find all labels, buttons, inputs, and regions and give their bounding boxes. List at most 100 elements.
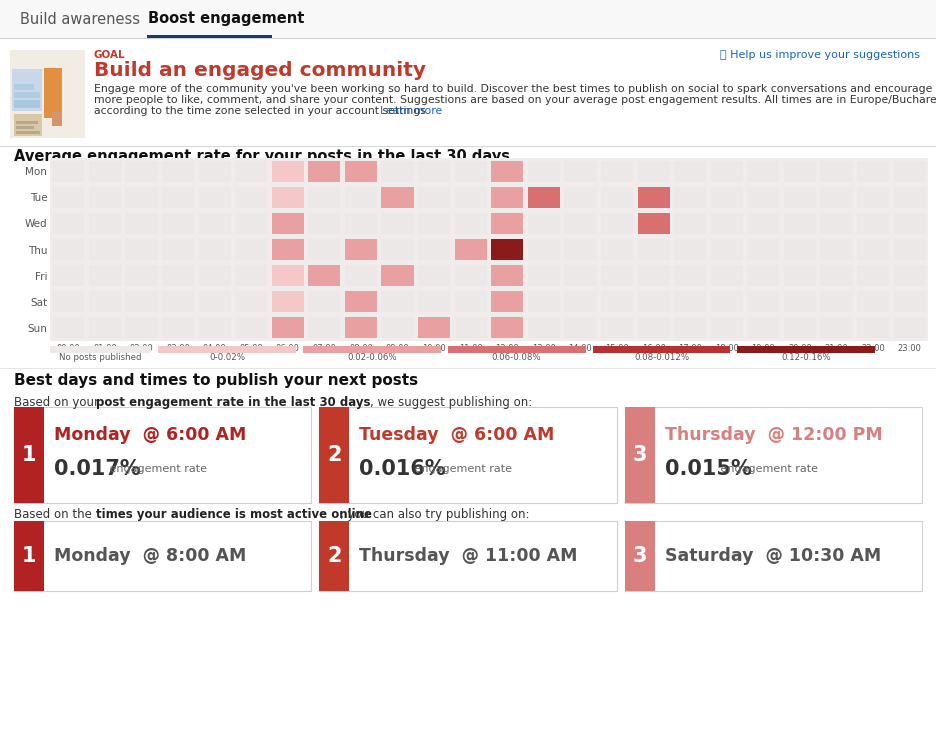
Text: Best days and times to publish your next posts: Best days and times to publish your next… bbox=[14, 373, 418, 388]
Bar bbox=[16, 126, 34, 129]
Text: 0.015%: 0.015% bbox=[665, 459, 752, 479]
Bar bbox=[14, 114, 42, 136]
Bar bbox=[14, 407, 312, 503]
Bar bbox=[14, 100, 40, 108]
Text: post engagement rate in the last 30 days: post engagement rate in the last 30 days bbox=[96, 396, 371, 409]
Text: Build awareness: Build awareness bbox=[20, 11, 140, 26]
Bar bbox=[235, 187, 268, 208]
Bar bbox=[158, 346, 296, 352]
Bar bbox=[564, 265, 596, 286]
Text: Tuesday  @ 6:00 AM: Tuesday @ 6:00 AM bbox=[359, 426, 555, 444]
Bar bbox=[455, 187, 487, 208]
Bar bbox=[637, 160, 670, 181]
Bar bbox=[624, 407, 922, 503]
Bar bbox=[52, 318, 84, 339]
Bar bbox=[592, 346, 730, 352]
Text: Engage more of the community you've been working so hard to build. Discover the : Engage more of the community you've been… bbox=[94, 84, 932, 94]
Bar bbox=[783, 291, 816, 312]
Bar bbox=[16, 131, 40, 134]
Bar bbox=[674, 265, 707, 286]
Bar bbox=[738, 346, 875, 352]
Text: 3: 3 bbox=[633, 445, 647, 465]
Bar bbox=[821, 291, 853, 312]
Text: Boost engagement: Boost engagement bbox=[148, 11, 304, 26]
Bar bbox=[344, 291, 377, 312]
Text: ❓ Help us improve your suggestions: ❓ Help us improve your suggestions bbox=[720, 50, 920, 60]
Bar bbox=[710, 265, 743, 286]
Bar bbox=[303, 346, 441, 352]
Bar bbox=[710, 160, 743, 181]
Bar bbox=[382, 318, 414, 339]
Bar bbox=[710, 291, 743, 312]
Bar bbox=[894, 239, 926, 260]
Bar bbox=[601, 187, 633, 208]
Text: Build an engaged community: Build an engaged community bbox=[94, 61, 426, 80]
Bar bbox=[455, 160, 487, 181]
Text: 0.08-0.012%: 0.08-0.012% bbox=[634, 354, 689, 362]
Bar bbox=[564, 187, 596, 208]
Bar bbox=[821, 213, 853, 234]
Bar bbox=[528, 291, 560, 312]
Bar bbox=[894, 187, 926, 208]
Bar bbox=[674, 160, 707, 181]
Bar bbox=[16, 121, 38, 124]
Bar bbox=[198, 213, 230, 234]
Bar bbox=[491, 160, 523, 181]
Bar bbox=[857, 239, 889, 260]
Bar bbox=[319, 521, 617, 591]
Bar bbox=[528, 265, 560, 286]
Bar bbox=[418, 160, 450, 181]
Text: according to the time zone selected in your account settings.: according to the time zone selected in y… bbox=[94, 106, 430, 116]
Text: , we suggest publishing on:: , we suggest publishing on: bbox=[370, 396, 533, 409]
Bar bbox=[674, 291, 707, 312]
Text: 0.016%: 0.016% bbox=[359, 459, 446, 479]
Bar bbox=[710, 187, 743, 208]
Bar bbox=[271, 239, 304, 260]
Bar bbox=[14, 521, 44, 591]
Bar bbox=[235, 265, 268, 286]
Text: times your audience is most active online: times your audience is most active onlin… bbox=[96, 508, 372, 521]
Bar bbox=[52, 213, 84, 234]
Bar bbox=[89, 187, 121, 208]
Bar bbox=[894, 318, 926, 339]
Bar bbox=[601, 291, 633, 312]
Bar bbox=[857, 265, 889, 286]
Bar bbox=[344, 160, 377, 181]
Bar bbox=[52, 187, 84, 208]
Bar bbox=[564, 239, 596, 260]
Bar bbox=[89, 160, 121, 181]
Text: 3: 3 bbox=[633, 546, 647, 566]
Bar bbox=[162, 160, 194, 181]
Bar bbox=[0, 0, 936, 38]
Bar bbox=[491, 213, 523, 234]
Bar bbox=[710, 318, 743, 339]
Bar bbox=[162, 239, 194, 260]
Bar bbox=[344, 265, 377, 286]
Bar bbox=[271, 265, 304, 286]
Bar bbox=[162, 265, 194, 286]
Bar bbox=[162, 213, 194, 234]
Bar bbox=[235, 318, 268, 339]
Bar bbox=[894, 291, 926, 312]
Bar bbox=[344, 318, 377, 339]
Bar bbox=[455, 265, 487, 286]
Bar bbox=[637, 213, 670, 234]
Bar bbox=[455, 318, 487, 339]
Text: 0.12-0.16%: 0.12-0.16% bbox=[782, 354, 831, 362]
Bar bbox=[783, 187, 816, 208]
Bar bbox=[747, 160, 780, 181]
Bar bbox=[344, 213, 377, 234]
Bar bbox=[857, 187, 889, 208]
Bar bbox=[52, 239, 84, 260]
Bar bbox=[89, 213, 121, 234]
Bar bbox=[382, 213, 414, 234]
Bar bbox=[418, 318, 450, 339]
Bar bbox=[637, 239, 670, 260]
Bar bbox=[125, 318, 157, 339]
Bar bbox=[528, 318, 560, 339]
Bar bbox=[12, 69, 42, 111]
Bar bbox=[235, 291, 268, 312]
Bar bbox=[198, 187, 230, 208]
Text: Monday  @ 6:00 AM: Monday @ 6:00 AM bbox=[54, 426, 246, 444]
Bar bbox=[125, 160, 157, 181]
